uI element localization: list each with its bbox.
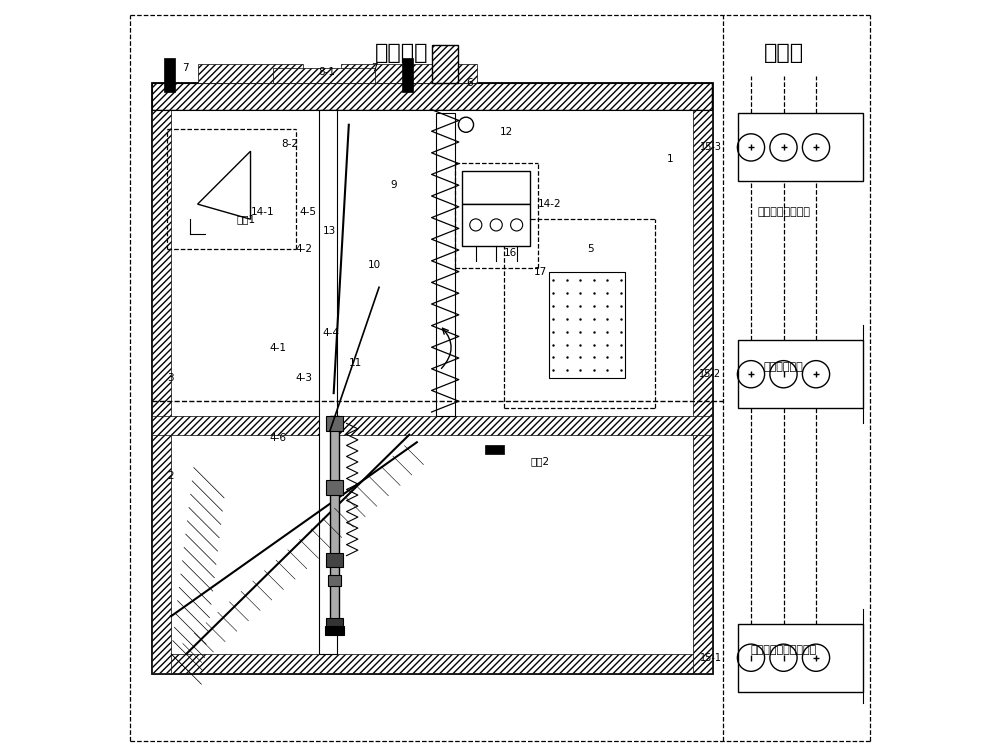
Bar	[436, 113, 455, 416]
Bar	[328, 575, 341, 586]
Text: 10: 10	[368, 259, 381, 270]
Text: 2: 2	[167, 471, 174, 482]
Bar	[152, 654, 712, 673]
Bar	[485, 445, 504, 454]
Bar	[326, 416, 343, 431]
FancyArrowPatch shape	[441, 328, 451, 368]
Text: 11: 11	[349, 358, 362, 368]
Text: 15-3: 15-3	[700, 142, 722, 153]
Bar	[326, 618, 343, 631]
Text: 7: 7	[371, 63, 378, 73]
Text: 控制室: 控制室	[763, 43, 804, 63]
Bar	[164, 58, 175, 92]
Bar	[326, 480, 343, 495]
Bar	[273, 68, 375, 83]
Bar	[462, 204, 530, 246]
Text: 16: 16	[504, 248, 517, 259]
Text: 状态2: 状态2	[530, 456, 549, 466]
Text: 15-1: 15-1	[700, 652, 722, 663]
Text: 4-1: 4-1	[269, 342, 286, 353]
Text: 离心机室: 离心机室	[375, 43, 428, 63]
Text: 8-2: 8-2	[281, 138, 298, 149]
Text: 1: 1	[666, 153, 673, 164]
Text: 数据采集装置: 数据采集装置	[764, 361, 803, 372]
Text: 9: 9	[390, 180, 397, 191]
Bar	[152, 83, 712, 110]
Text: 8-1: 8-1	[319, 67, 336, 77]
Text: 14-1: 14-1	[251, 206, 274, 217]
Bar	[330, 416, 339, 631]
Bar	[693, 83, 712, 673]
Text: 挡板远程控制装置: 挡板远程控制装置	[757, 206, 810, 217]
Text: 7: 7	[182, 63, 189, 73]
Text: 4-2: 4-2	[296, 244, 313, 255]
Bar	[549, 272, 625, 378]
Text: 14-2: 14-2	[538, 199, 561, 209]
Text: 17: 17	[534, 267, 547, 277]
Text: 4-3: 4-3	[296, 373, 313, 383]
Text: 4-4: 4-4	[322, 327, 339, 338]
Text: 4-5: 4-5	[300, 206, 317, 217]
Bar	[432, 45, 458, 83]
Text: 6: 6	[466, 78, 473, 88]
Text: 高速摄像远程控制系统: 高速摄像远程控制系统	[750, 645, 817, 655]
Bar	[462, 171, 530, 204]
Bar	[326, 553, 343, 567]
Bar	[738, 624, 863, 692]
Bar	[198, 64, 303, 83]
Text: 3: 3	[167, 373, 174, 383]
Text: 5: 5	[587, 244, 594, 255]
Text: 状态1: 状态1	[237, 214, 256, 225]
Text: 12: 12	[500, 127, 513, 138]
Bar	[319, 110, 337, 654]
Bar	[152, 416, 712, 435]
Bar	[738, 113, 863, 181]
Text: 15-2: 15-2	[699, 369, 722, 380]
Text: 13: 13	[322, 225, 336, 236]
Bar	[402, 58, 413, 92]
Bar	[341, 64, 477, 83]
Bar	[152, 83, 712, 673]
Bar	[738, 340, 863, 408]
Text: 4-6: 4-6	[269, 433, 286, 444]
Bar	[325, 626, 344, 635]
Bar	[152, 83, 171, 673]
Bar	[152, 83, 712, 110]
